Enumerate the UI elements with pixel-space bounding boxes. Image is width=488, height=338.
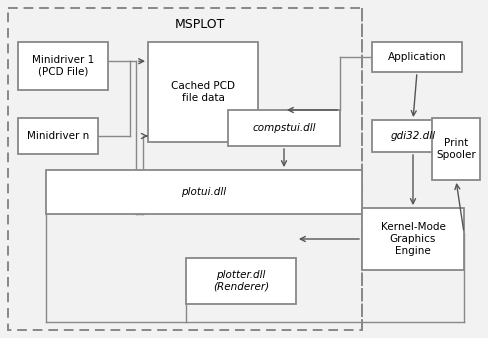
Bar (18, 118, 98, 154)
Bar (8, 8, 362, 330)
Text: plotter.dll
(Renderer): plotter.dll (Renderer) (213, 270, 269, 292)
Text: compstui.dll: compstui.dll (252, 123, 316, 133)
Bar (432, 118, 480, 180)
Bar (372, 120, 454, 152)
Text: Application: Application (387, 52, 447, 62)
Text: Kernel-Mode
Graphics
Engine: Kernel-Mode Graphics Engine (381, 222, 446, 256)
Text: plotui.dll: plotui.dll (182, 187, 226, 197)
Text: Minidriver 1
(PCD File): Minidriver 1 (PCD File) (32, 55, 94, 77)
Text: Minidriver n: Minidriver n (27, 131, 89, 141)
Text: Cached PCD
file data: Cached PCD file data (171, 81, 235, 103)
Bar (362, 208, 464, 270)
Bar (228, 110, 340, 146)
Text: Print
Spooler: Print Spooler (436, 138, 476, 160)
Bar (186, 258, 296, 304)
Bar (372, 42, 462, 72)
Bar (18, 42, 108, 90)
Bar (46, 170, 362, 214)
Bar (148, 42, 258, 142)
Text: MSPLOT: MSPLOT (175, 18, 225, 30)
Text: gdi32.dll: gdi32.dll (390, 131, 435, 141)
